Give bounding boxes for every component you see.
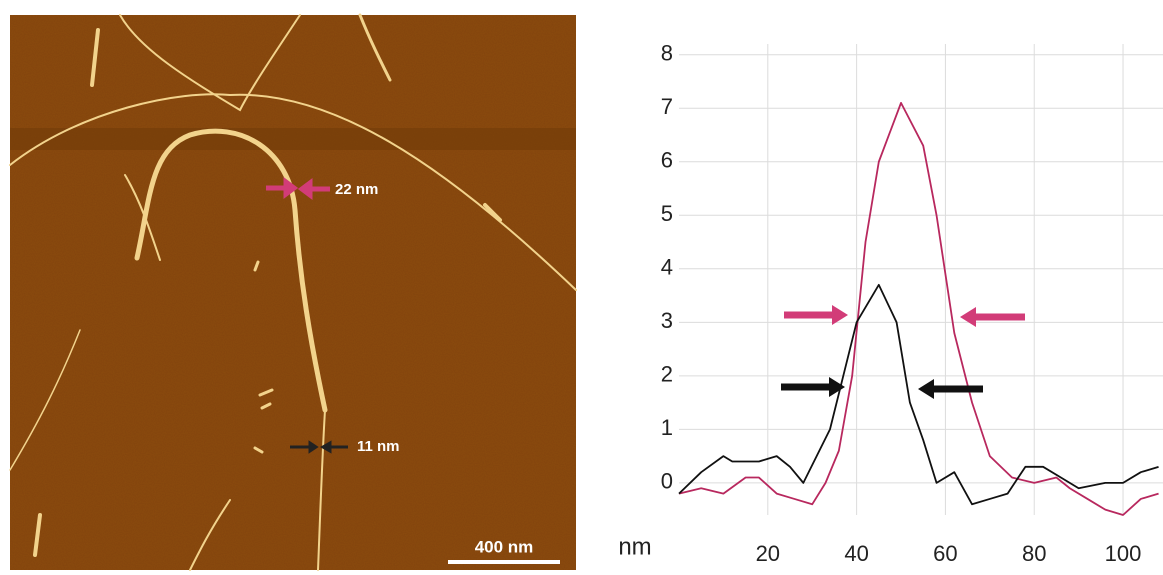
afm-image: 22 nm 11 nm 400 nm [10, 15, 576, 570]
x-tick-label: 40 [844, 541, 868, 566]
x-tick-label: 60 [933, 541, 957, 566]
scan-band [10, 128, 576, 150]
scale-bar-label: 400 nm [475, 537, 534, 556]
unit-label: nm [618, 533, 651, 560]
y-tick-label: 5 [661, 201, 673, 226]
y-tick-label: 1 [661, 415, 673, 440]
width-label: 22 nm [335, 181, 378, 198]
y-tick-label: 3 [661, 308, 673, 333]
y-tick-label: 0 [661, 469, 673, 494]
x-tick-label: 100 [1105, 541, 1142, 566]
plot-area [679, 44, 1163, 515]
figure: 22 nm 11 nm 400 nm nm 0 1 2 3 4 5 6 7 8 20 40 60 80 1… [0, 0, 1163, 575]
image-texture [10, 15, 576, 570]
x-tick-label: 20 [756, 541, 780, 566]
y-tick-label: 2 [661, 362, 673, 387]
width-label: 11 nm [357, 438, 400, 455]
y-tick-label: 4 [661, 255, 673, 280]
y-tick-label: 7 [661, 94, 673, 119]
y-tick-label: 8 [661, 41, 673, 66]
x-tick-label: 80 [1022, 541, 1046, 566]
y-tick-label: 6 [661, 148, 673, 173]
